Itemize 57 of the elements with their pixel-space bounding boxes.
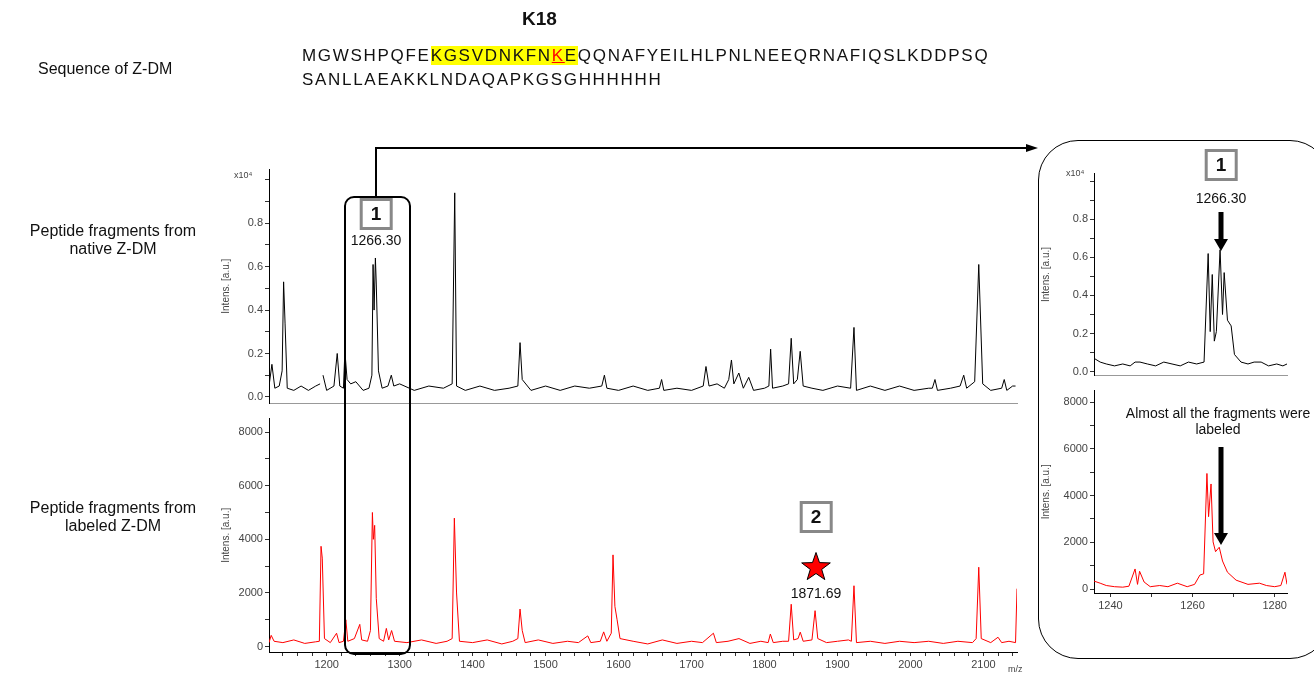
y-tick-label: 8000	[238, 425, 263, 438]
y-tick-label: 0.4	[1072, 288, 1088, 301]
y-tick-label: 0.8	[247, 216, 263, 229]
x-tick-label: 1900	[825, 657, 850, 670]
y-tick-label: 4000	[238, 532, 263, 545]
x-tick-label: 1500	[533, 657, 558, 670]
y-tick-label: 0.0	[1072, 364, 1088, 377]
annotation: 1266.30	[350, 232, 402, 248]
y-tick-label: 0	[256, 639, 263, 652]
y-tick-label: 0.6	[1072, 250, 1088, 263]
x-tick-label: 1240	[1098, 598, 1123, 611]
y-axis-title: Intens. [a.u.]	[219, 258, 231, 314]
text: K18	[522, 8, 557, 30]
annotation: 1	[359, 198, 393, 230]
y-tick-label: 0.2	[1072, 326, 1088, 339]
x-tick-label: 1300	[387, 657, 412, 670]
y-tick-label: 2000	[238, 586, 263, 599]
y-tick-label: 0.0	[247, 389, 263, 402]
text: SANLLAEAKKLNDAQAPKGSGHHHHHH	[302, 70, 663, 90]
annotation: 1	[1204, 149, 1238, 181]
x-tick-label: 1200	[314, 657, 339, 670]
annotation: 1266.30	[1195, 190, 1247, 206]
y-axis-title: Intens. [a.u.]	[1039, 464, 1051, 520]
text: QQNAFYEILHLPNLNEEQRNAFIQSLKDDPSQ	[577, 46, 990, 65]
text: Peptide fragments from labeled Z-DM	[28, 499, 198, 535]
x-tick-label: 2000	[898, 657, 923, 670]
y-tick-label: 2000	[1063, 535, 1088, 548]
text: MGWSHPQFE	[302, 46, 431, 65]
y-tick-label: 6000	[238, 478, 263, 491]
annotation: 1871.69	[790, 585, 842, 601]
y-tick-label: 6000	[1063, 441, 1088, 454]
text: KGSVDNKFN	[430, 46, 552, 65]
x-tick-label: 1260	[1180, 598, 1205, 611]
x-tick-label: 1600	[606, 657, 631, 670]
x-tick-label: 2100	[971, 657, 996, 670]
x-axis-title: m/z	[1008, 664, 1023, 674]
y-axis-title: Intens. [a.u.]	[1039, 246, 1051, 303]
text: x10⁴	[234, 170, 253, 180]
text: Sequence of Z-DM	[38, 60, 173, 78]
annotation: Almost all the fragments were labeled	[1124, 405, 1312, 437]
text: K	[551, 46, 565, 65]
text: E	[564, 46, 578, 65]
x-tick-label: 1800	[752, 657, 777, 670]
y-tick-label: 0.6	[247, 259, 263, 272]
y-tick-label: 4000	[1063, 488, 1088, 501]
x-tick-label: 1280	[1262, 598, 1287, 611]
y-axis-title: Intens. [a.u.]	[219, 507, 231, 563]
x-tick-label: 1400	[460, 657, 485, 670]
annotation: 2	[799, 501, 833, 533]
y-tick-label: 0	[1081, 582, 1088, 595]
y-tick-label: 8000	[1063, 395, 1088, 408]
text: Peptide fragments from native Z-DM	[28, 222, 198, 258]
y-tick-label: 0.4	[247, 303, 263, 316]
y-tick-label: 0.8	[1072, 212, 1088, 225]
x-tick-label: 1700	[679, 657, 704, 670]
text: x10⁴	[1066, 168, 1085, 178]
y-tick-label: 0.2	[247, 346, 263, 359]
